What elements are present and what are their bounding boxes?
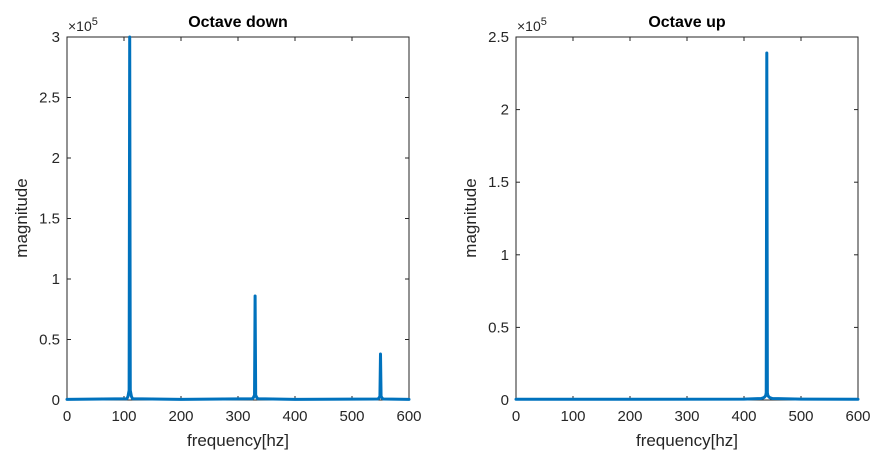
plot-frame	[515, 36, 859, 401]
y-tick-label: 2.5	[39, 90, 60, 107]
y-exponent-power: 5	[92, 16, 98, 28]
series-group	[514, 51, 860, 401]
x-tick-label: 0	[63, 408, 71, 425]
x-ticks: 0 100 200 300 400 500 600	[63, 37, 422, 425]
x-ticks: 0 100 200 300 400 500 600	[512, 37, 871, 425]
y-tick-label: 0.5	[488, 319, 509, 336]
y-axis-label: magnitude	[461, 178, 480, 257]
x-tick-label: 200	[168, 408, 193, 425]
x-tick-label: 400	[731, 408, 756, 425]
y-tick-label: 3	[52, 29, 60, 46]
y-axis-label: magnitude	[12, 178, 31, 257]
chart-title: Octave up	[648, 14, 726, 31]
y-tick-label: 1	[52, 271, 60, 288]
y-tick-label: 0	[52, 392, 60, 409]
x-tick-label: 500	[788, 408, 813, 425]
y-ticks: 0 0.5 1 1.5 2 2.5	[488, 29, 858, 409]
spectrum-line	[65, 35, 411, 401]
y-exponent-base: ×10	[517, 18, 541, 34]
x-tick-label: 600	[396, 408, 421, 425]
panel-octave-up: Octave up frequency[hz] magnitude ×105 0…	[461, 14, 871, 450]
x-axis-label: frequency[hz]	[636, 431, 738, 450]
y-tick-label: 0.5	[39, 332, 60, 349]
x-tick-label: 100	[560, 408, 585, 425]
y-ticks: 0 0.5 1 1.5 2 2.5 3	[39, 29, 409, 409]
plot-frame	[66, 36, 410, 401]
chart-title: Octave down	[188, 14, 288, 31]
x-tick-label: 300	[674, 408, 699, 425]
y-tick-label: 2	[501, 102, 509, 119]
y-tick-label: 1	[501, 247, 509, 264]
x-tick-label: 0	[512, 408, 520, 425]
y-tick-label: 1.5	[488, 174, 509, 191]
y-tick-label: 2.5	[488, 29, 509, 46]
y-tick-label: 0	[501, 392, 509, 409]
y-tick-label: 2	[52, 150, 60, 167]
y-tick-label: 1.5	[39, 211, 60, 228]
x-tick-label: 400	[282, 408, 307, 425]
x-tick-label: 600	[845, 408, 870, 425]
y-exponent-label: ×105	[68, 16, 98, 34]
x-tick-label: 300	[225, 408, 250, 425]
series-group	[65, 35, 411, 401]
spectrum-line	[514, 51, 860, 401]
y-exponent-label: ×105	[517, 16, 547, 34]
panel-octave-down: Octave down frequency[hz] magnitude ×105…	[12, 14, 422, 450]
y-exponent-base: ×10	[68, 18, 92, 34]
x-axis-label: frequency[hz]	[187, 431, 289, 450]
x-tick-label: 200	[617, 408, 642, 425]
x-tick-label: 500	[339, 408, 364, 425]
x-tick-label: 100	[111, 408, 136, 425]
y-exponent-power: 5	[541, 16, 547, 28]
